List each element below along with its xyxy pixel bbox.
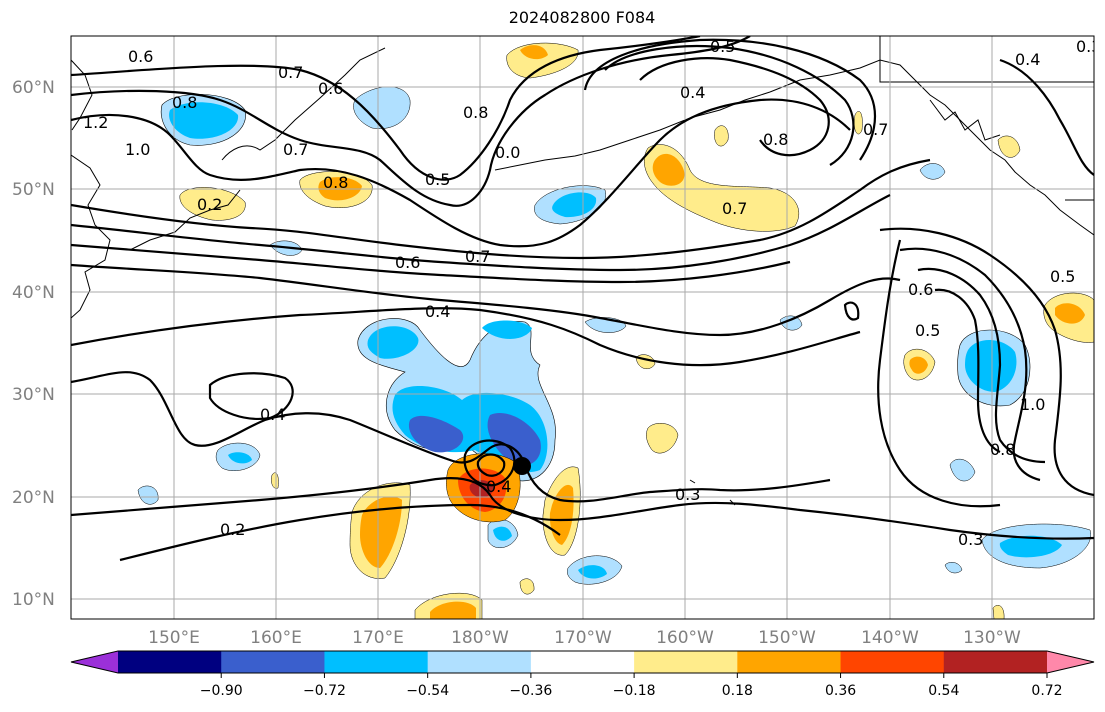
latitude-labels: 60°N 50°N 40°N 30°N 20°N 10°N xyxy=(12,78,55,610)
contour-label: 0.6 xyxy=(395,253,420,272)
contour-label: 0.5 xyxy=(710,37,735,56)
contour-label: 0.3 xyxy=(1076,37,1101,56)
lat-label: 20°N xyxy=(12,488,55,508)
lat-label: 40°N xyxy=(12,283,55,303)
colorbar-segment xyxy=(840,651,945,673)
contour-label: 0.2 xyxy=(220,520,245,539)
contour-label: 0.3 xyxy=(675,485,700,504)
lat-label: 60°N xyxy=(12,78,55,98)
contour-label: 0.8 xyxy=(172,93,197,112)
contour-label: 0.8 xyxy=(763,130,788,149)
contour-label: 0.6 xyxy=(318,79,343,98)
storm-center-marker xyxy=(513,457,531,475)
contour-label: 0.3 xyxy=(958,530,983,549)
lon-label: 150°W xyxy=(758,628,816,648)
contour-label: 0.7 xyxy=(283,140,308,159)
contour-label: 0.7 xyxy=(863,120,888,139)
contour-label: 0.7 xyxy=(278,63,303,82)
contour-label: 1.2 xyxy=(83,113,108,132)
longitude-labels: 150°E 160°E 170°E 180°W 170°W 160°W 150°… xyxy=(148,628,1021,648)
contour-label: 0.5 xyxy=(1050,267,1075,286)
map-area: 0.6 0.7 0.6 0.8 1.2 1.0 0.7 0.8 0.2 0.5 … xyxy=(71,36,1101,619)
colorbar-tick-label: 0.18 xyxy=(722,683,753,699)
contour-label: 0.0 xyxy=(495,143,520,162)
lon-label: 170°W xyxy=(554,628,612,648)
lon-label: 140°W xyxy=(861,628,919,648)
colorbar-tick-label: 0.72 xyxy=(1031,683,1062,699)
colorbar: −0.90 −0.72 −0.54 −0.36 −0.18 0.18 0.36 0.54 0.7… xyxy=(70,650,1095,699)
contour-label: 0.4 xyxy=(425,302,450,321)
colorbar-tick-label: −0.36 xyxy=(509,683,552,699)
contour-label: 0.5 xyxy=(425,170,450,189)
lon-label: 160°W xyxy=(656,628,714,648)
colorbar-segment xyxy=(118,651,222,673)
contour-label: 0.4 xyxy=(260,405,285,424)
contour-label: 0.2 xyxy=(197,195,222,214)
colorbar-segment xyxy=(221,651,325,673)
lat-label: 30°N xyxy=(12,385,55,405)
colorbar-segment xyxy=(634,651,738,673)
colorbar-extend-low xyxy=(71,651,118,673)
contour-label: 1.0 xyxy=(125,140,150,159)
contour-label: 0.8 xyxy=(323,173,348,192)
contour-labels: 0.6 0.7 0.6 0.8 1.2 1.0 0.7 0.8 0.2 0.5 … xyxy=(83,37,1101,549)
colorbar-tick-label: −0.54 xyxy=(406,683,449,699)
map-frame xyxy=(70,35,1095,620)
contour-label: 0.8 xyxy=(990,440,1015,459)
colorbar-segment xyxy=(737,651,842,673)
contour-label: 0.6 xyxy=(908,280,933,299)
coastlines xyxy=(71,36,1094,506)
graticule xyxy=(71,36,1094,619)
shaded-anomalies xyxy=(137,42,1094,619)
lat-label: 50°N xyxy=(12,180,55,200)
contour-label: 0.7 xyxy=(722,199,747,218)
contour-label: 0.5 xyxy=(915,321,940,340)
colorbar-outline xyxy=(70,650,1095,674)
colorbar-tick-label: −0.18 xyxy=(613,683,656,699)
contour-label: 0.7 xyxy=(465,247,490,266)
lon-label: 180°W xyxy=(451,628,509,648)
contour-label: 0.8 xyxy=(463,103,488,122)
lon-label: 160°E xyxy=(250,628,302,648)
contour-label: 0.4 xyxy=(1015,50,1040,69)
colorbar-segment xyxy=(530,651,635,673)
colorbar-tick-label: 0.54 xyxy=(928,683,959,699)
colorbar-tick-label: −0.90 xyxy=(200,683,243,699)
contour-label: 0.6 xyxy=(128,47,153,66)
lon-label: 130°W xyxy=(963,628,1021,648)
contour-label: 0.4 xyxy=(680,83,705,102)
colorbar-tick-label: −0.72 xyxy=(303,683,346,699)
colorbar-segment xyxy=(427,651,532,673)
contour-label: 0.4 xyxy=(486,477,511,496)
colorbar-extend-high xyxy=(1047,651,1094,673)
lon-label: 170°E xyxy=(352,628,404,648)
map-title: 2024082800 F084 xyxy=(508,8,656,27)
lon-label: 150°E xyxy=(148,628,200,648)
colorbar-tick-label: 0.36 xyxy=(825,683,856,699)
colorbar-segment xyxy=(943,651,1048,673)
contour-lines xyxy=(71,36,1094,562)
lat-label: 10°N xyxy=(12,590,55,610)
colorbar-segment xyxy=(324,651,429,673)
contour-label: 1.0 xyxy=(1020,395,1045,414)
